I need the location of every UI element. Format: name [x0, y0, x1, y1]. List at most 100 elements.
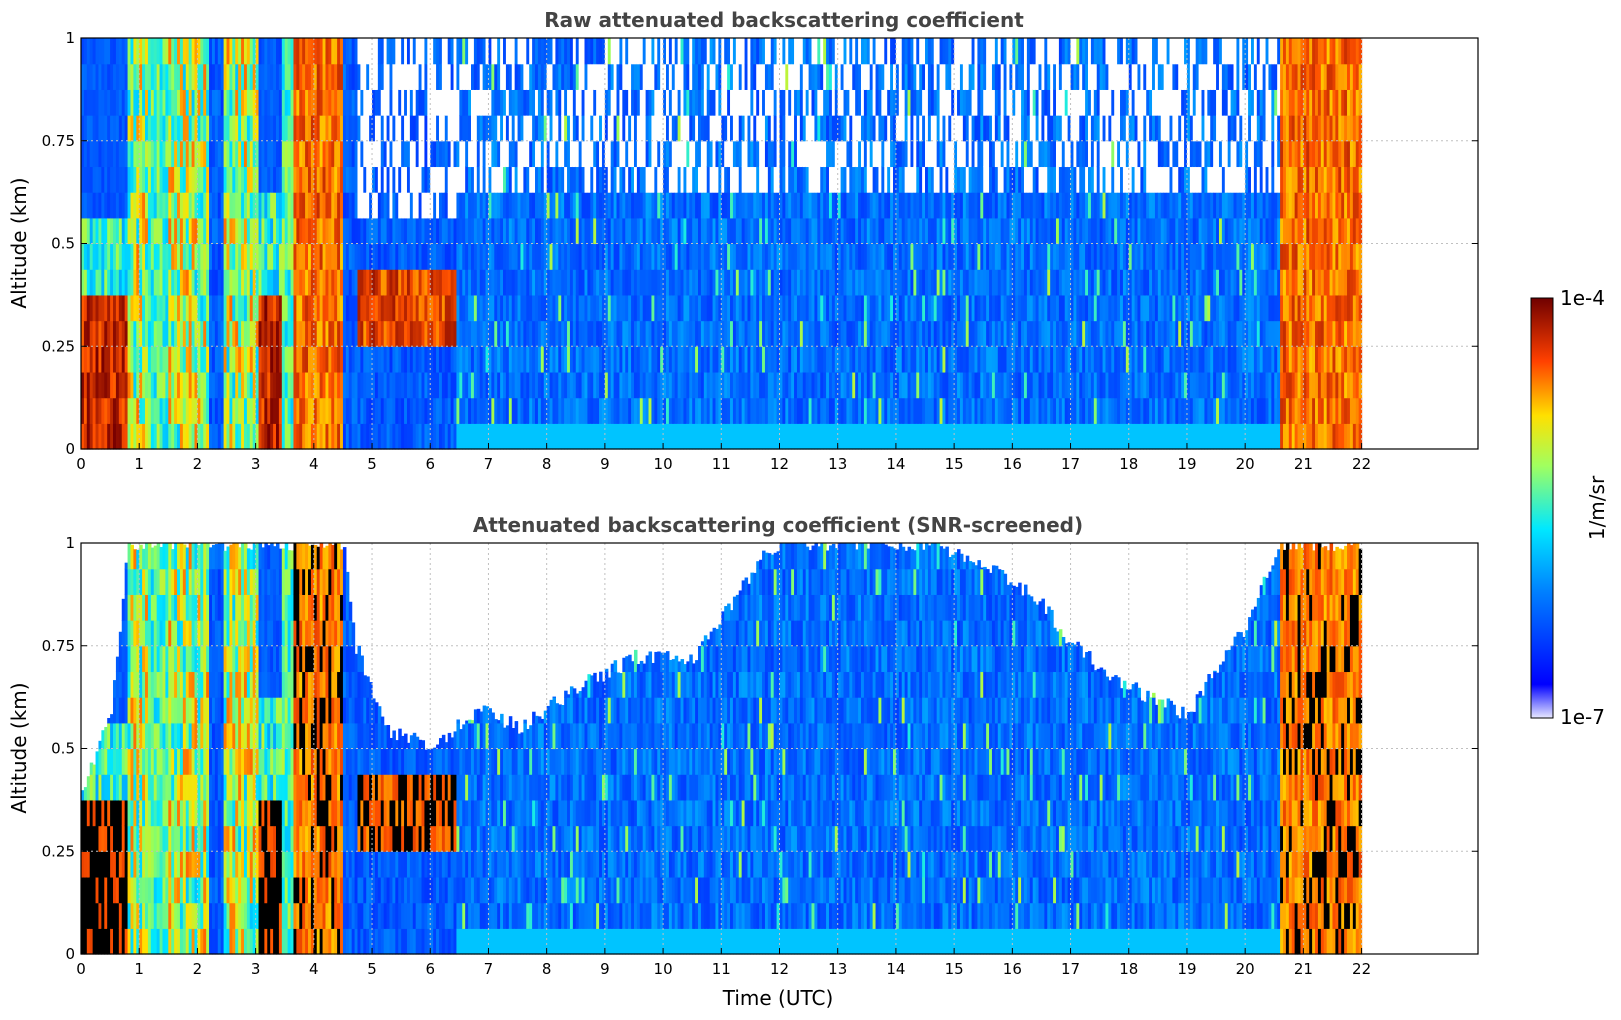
heatmap-cell [668, 397, 673, 424]
heatmap-cell [290, 294, 295, 322]
heatmap-cell [171, 115, 175, 142]
heatmap-cell [837, 63, 842, 90]
heatmap-cell [421, 320, 426, 347]
heatmap-cell [194, 243, 199, 270]
heatmap-cell [86, 38, 91, 65]
heatmap-cell [447, 115, 452, 142]
heatmap-cell [558, 371, 562, 399]
heatmap-cell [485, 269, 490, 296]
heatmap-cell [121, 63, 126, 90]
heatmap-cell [468, 192, 472, 219]
heatmap-cell [788, 346, 792, 373]
heatmap-cell [942, 371, 946, 399]
heatmap-cell [840, 294, 845, 322]
heatmap-cell [392, 166, 396, 193]
heatmap-cell [223, 371, 228, 399]
heatmap-cell [444, 294, 449, 322]
heatmap-cell [200, 371, 204, 399]
heatmap-cell [738, 63, 743, 90]
heatmap-cell [497, 166, 501, 193]
heatmap-cell [718, 397, 722, 424]
heatmap-cell [424, 371, 428, 399]
heatmap-cell [185, 269, 190, 296]
heatmap-cell [919, 294, 923, 322]
heatmap-cell [948, 166, 952, 193]
heatmap-cell [811, 89, 816, 116]
heatmap-cell [796, 243, 801, 270]
heatmap-cell [773, 140, 778, 168]
heatmap-cell [354, 397, 359, 424]
heatmap-cell [878, 63, 882, 90]
heatmap-cell [386, 38, 391, 65]
heatmap-cell [831, 89, 836, 116]
heatmap-cell [529, 269, 533, 296]
heatmap-cell [421, 38, 426, 65]
heatmap-cell [409, 320, 414, 347]
heatmap-cell [401, 115, 405, 142]
heatmap-cell [619, 346, 623, 373]
heatmap-cell [278, 371, 283, 399]
heatmap-cell [820, 243, 824, 270]
heatmap-cell [741, 63, 746, 90]
heatmap-cell [546, 217, 551, 245]
heatmap-cell [948, 269, 952, 296]
heatmap-cell [633, 192, 638, 219]
heatmap-cell [884, 166, 888, 193]
heatmap-cell [869, 269, 874, 296]
heatmap-cell [767, 140, 772, 168]
heatmap-cell [334, 192, 338, 219]
heatmap-cell [511, 320, 516, 347]
heatmap-cell [369, 397, 373, 424]
heatmap-cell [974, 397, 979, 424]
heatmap-cell [316, 320, 321, 347]
heatmap-cell [447, 63, 452, 90]
heatmap-cell [910, 166, 914, 193]
heatmap-cell [948, 371, 952, 399]
heatmap-cell [898, 115, 903, 142]
heatmap-cell [465, 38, 469, 65]
heatmap-cell [922, 115, 926, 142]
heatmap-cell [340, 166, 344, 193]
heatmap-cell [267, 269, 271, 296]
heatmap-cell [453, 269, 458, 296]
heatmap-cell [805, 243, 810, 270]
heatmap-cell [89, 166, 94, 193]
heatmap-cell [200, 397, 204, 424]
heatmap-cell [197, 320, 201, 347]
heatmap-cell [503, 346, 507, 373]
heatmap-cell [811, 269, 816, 296]
heatmap-cell [884, 371, 888, 399]
heatmap-cell [826, 217, 830, 245]
heatmap-cell [412, 140, 417, 168]
heatmap-cell [468, 269, 472, 296]
heatmap-cell [296, 346, 300, 373]
heatmap-cell [668, 192, 673, 219]
heatmap-cell [549, 423, 554, 450]
heatmap-cell [599, 269, 603, 296]
heatmap-cell [712, 192, 717, 219]
heatmap-cell [616, 38, 621, 65]
heatmap-cell [200, 115, 204, 142]
heatmap-cell [217, 397, 222, 424]
heatmap-cell [843, 192, 848, 219]
heatmap-cell [83, 140, 88, 168]
heatmap-cell [648, 346, 653, 373]
heatmap-cell [852, 192, 856, 219]
heatmap-cell [631, 346, 635, 373]
heatmap-cell [401, 320, 405, 347]
heatmap-cell [823, 346, 827, 373]
heatmap-cell [113, 294, 117, 322]
heatmap-cell [424, 320, 428, 347]
heatmap-cell [791, 320, 795, 347]
heatmap-cell [555, 89, 559, 116]
heatmap-cell [843, 166, 848, 193]
heatmap-cell [875, 243, 880, 270]
heatmap-cell [657, 346, 661, 373]
heatmap-cell [299, 63, 303, 90]
heatmap-cell [796, 423, 801, 450]
heatmap-cell [293, 63, 297, 90]
heatmap-cell [491, 269, 495, 296]
heatmap-cell [95, 320, 100, 347]
heatmap-cell [814, 63, 818, 90]
heatmap-cell [878, 397, 882, 424]
